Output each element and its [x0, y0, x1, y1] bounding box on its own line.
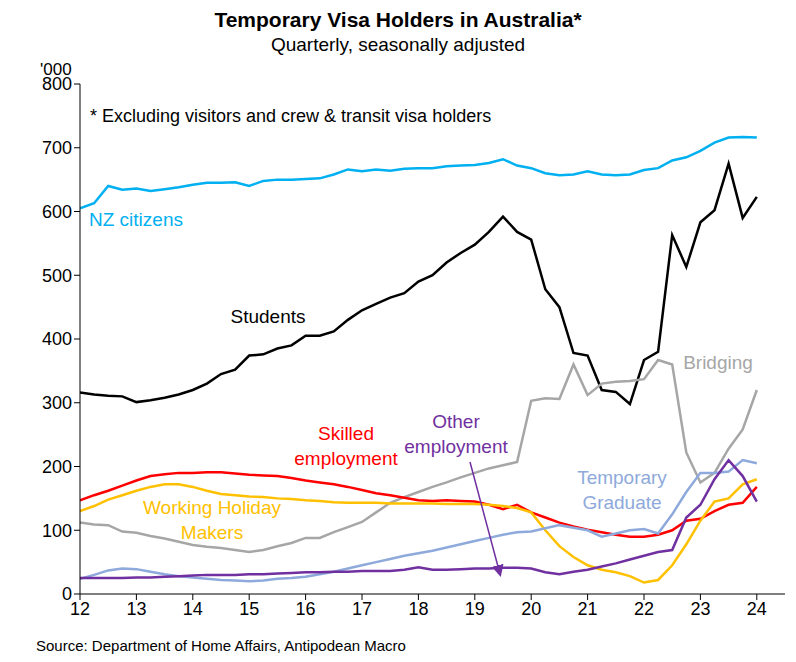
svg-text:18: 18 [408, 599, 428, 619]
html-text:Quarterly, seasonally adjusted: Quarterly, seasonally adjusted [270, 34, 526, 55]
svg-text:500: 500 [42, 266, 72, 286]
html-text:Graduate: Graduate [582, 492, 662, 513]
svg-text:20: 20 [521, 599, 541, 619]
html-text:Makers: Makers [180, 522, 244, 543]
svg-text:800: 800 [42, 74, 72, 95]
html-text:employment: employment [404, 436, 508, 457]
svg-text:17: 17 [352, 599, 372, 619]
html-text:Temporary Visa Holders in Aust: Temporary Visa Holders in Australia* [214, 8, 582, 31]
svg-text:200: 200 [42, 457, 72, 477]
svg-text:600: 600 [42, 202, 72, 222]
svg-text:15: 15 [239, 599, 259, 619]
svg-text:400: 400 [42, 329, 72, 349]
svg-text:12: 12 [70, 599, 90, 619]
html-text:Source: Department of Home Aff: Source: Department of Home Affairs, Anti… [36, 637, 406, 654]
svg-text:23: 23 [690, 599, 710, 619]
svg-text:700: 700 [42, 138, 72, 158]
svg-text:19: 19 [465, 599, 485, 619]
svg-text:21: 21 [578, 599, 598, 619]
html-text:employment: employment [294, 448, 398, 469]
html-text:Bridging: Bridging [683, 352, 753, 373]
html-text:Skilled: Skilled [318, 423, 374, 444]
svg-text:0: 0 [62, 584, 72, 604]
svg-text:24: 24 [747, 599, 767, 619]
svg-text:22: 22 [634, 599, 654, 619]
html-text:Students: Students [230, 306, 306, 327]
svg-text:100: 100 [42, 521, 72, 541]
svg-text:14: 14 [183, 599, 203, 619]
html-text:'000: '000 [40, 60, 72, 79]
svg-text:13: 13 [126, 599, 146, 619]
html-text:Other: Other [432, 411, 480, 432]
html-text:* Excluding visitors and crew: * Excluding visitors and crew & transit … [90, 106, 492, 126]
html-text:Working Holiday: Working Holiday [143, 497, 281, 518]
html-text:NZ citizens: NZ citizens [89, 209, 183, 230]
html-text:Temporary: Temporary [577, 467, 667, 488]
svg-text:16: 16 [296, 599, 316, 619]
svg-text:300: 300 [42, 393, 72, 413]
